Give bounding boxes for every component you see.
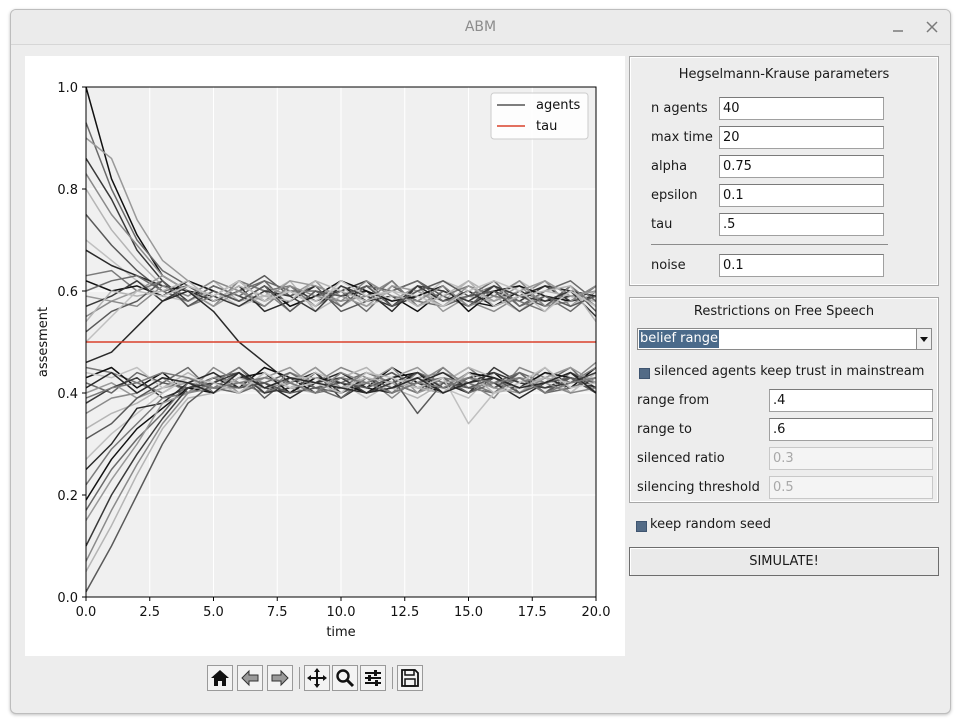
x-tick-label: 17.5	[518, 605, 547, 620]
agent-line	[85, 280, 597, 333]
x-tick-label: 5.0	[203, 605, 224, 620]
pan-button[interactable]	[304, 665, 330, 691]
plot-canvas[interactable]: 0.0 2.5 5.0 7.5 10.0 12.5 15.0 17.5 20.0 0.0 0.2 0…	[25, 56, 625, 656]
restrictions-panel: Restrictions on Free Speech belief range…	[629, 297, 939, 503]
legend-agents-label: agents	[536, 98, 581, 113]
agent-line	[85, 280, 597, 318]
trust-mainstream-label: silenced agents keep trust in mainstream	[654, 364, 925, 379]
x-tick-label: 0.0	[76, 605, 97, 620]
y-tick-label: 0.4	[57, 387, 78, 402]
x-tick-label: 15.0	[454, 605, 483, 620]
line-chart: 0.0 2.5 5.0 7.5 10.0 12.5 15.0 17.5 20.0 0.00.20…	[36, 81, 611, 640]
agent-line	[85, 274, 597, 308]
save-figure-button[interactable]	[397, 665, 423, 691]
plot-toolbar	[207, 665, 435, 693]
silenced-ratio-label: silenced ratio	[637, 451, 725, 466]
epsilon-label: epsilon	[651, 188, 698, 203]
agent-line	[85, 371, 597, 394]
tau-label: tau	[651, 217, 673, 232]
range-from-input[interactable]	[769, 389, 933, 412]
y-tick-label: 0.0	[57, 591, 78, 606]
parameters-separator	[651, 244, 888, 245]
home-icon	[211, 670, 229, 686]
alpha-input[interactable]	[719, 155, 884, 178]
minimize-icon	[893, 30, 903, 32]
x-tick-label: 2.5	[139, 605, 160, 620]
agent-line	[85, 376, 597, 593]
n-agents-label: n agents	[651, 101, 708, 116]
chevron-down-icon	[920, 337, 928, 342]
back-arrow-icon	[241, 669, 259, 687]
noise-label: noise	[651, 258, 686, 273]
range-to-input[interactable]	[769, 418, 933, 441]
agent-line	[85, 280, 597, 343]
range-from-label: range from	[637, 393, 710, 408]
max-time-input[interactable]	[719, 126, 884, 149]
app-window: ABM 0.0 2.5 5.0 7.5 10.0 12.5 15.0 17.5 20.0 0.0…	[10, 9, 951, 714]
forward-arrow-icon	[271, 669, 289, 687]
epsilon-input[interactable]	[719, 184, 884, 207]
keep-random-seed-checkbox[interactable]	[636, 521, 647, 532]
restriction-mode-dropdown[interactable]: belief range	[637, 328, 932, 350]
legend-tau-label: tau	[536, 119, 557, 134]
trust-mainstream-checkbox[interactable]	[639, 368, 650, 379]
pan-move-icon	[307, 668, 327, 688]
simulate-button[interactable]: SIMULATE!	[629, 547, 939, 576]
back-button[interactable]	[237, 665, 263, 691]
x-tick-label: 12.5	[390, 605, 419, 620]
agent-series	[85, 86, 597, 593]
agent-line	[85, 366, 597, 425]
n-agents-input[interactable]	[719, 97, 884, 120]
alpha-label: alpha	[651, 159, 688, 174]
y-axis-label: assesment	[36, 307, 51, 377]
close-button[interactable]	[921, 16, 943, 38]
agent-line	[85, 371, 597, 511]
x-ticks: 0.0 2.5 5.0 7.5 10.0 12.5 15.0 17.5 20.0	[76, 597, 611, 620]
x-axis-label: time	[326, 625, 355, 640]
restrictions-panel-title: Restrictions on Free Speech	[693, 304, 875, 319]
silencing-threshold-input	[769, 476, 933, 499]
zoom-button[interactable]	[332, 665, 358, 691]
silenced-ratio-input	[769, 447, 933, 470]
title-bar: ABM	[11, 10, 950, 45]
agent-line	[85, 280, 597, 323]
noise-input[interactable]	[719, 254, 884, 277]
silencing-threshold-label: silencing threshold	[637, 480, 760, 495]
hk-parameters-panel: Hegselmann-Krause parameters n agents ma…	[629, 56, 939, 286]
y-ticks: 0.0 0.2 0.4 0.6 0.8 1.0	[57, 81, 86, 606]
max-time-label: max time	[651, 130, 713, 145]
forward-button[interactable]	[267, 665, 293, 691]
range-to-label: range to	[637, 422, 692, 437]
x-tick-label: 20.0	[582, 605, 611, 620]
dropdown-arrow[interactable]	[916, 329, 931, 349]
hk-panel-title: Hegselmann-Krause parameters	[678, 67, 890, 82]
home-button[interactable]	[207, 665, 233, 691]
close-icon	[926, 21, 938, 33]
keep-random-seed-label: keep random seed	[650, 517, 772, 532]
agent-line	[85, 371, 597, 399]
save-floppy-icon	[401, 669, 419, 687]
x-tick-label: 10.0	[327, 605, 356, 620]
toolbar-separator	[299, 667, 300, 689]
configure-subplots-button[interactable]	[360, 665, 386, 691]
y-tick-label: 0.6	[57, 285, 78, 300]
minimize-button[interactable]	[887, 16, 909, 38]
window-title: ABM	[464, 19, 497, 35]
y-tick-label: 1.0	[57, 81, 78, 96]
legend: agents tau	[490, 92, 589, 140]
tau-input[interactable]	[719, 213, 884, 236]
y-tick-label: 0.8	[57, 183, 78, 198]
x-tick-label: 7.5	[267, 605, 288, 620]
y-tick-label: 0.2	[57, 489, 78, 504]
restriction-mode-value: belief range	[639, 330, 719, 348]
subplots-sliders-icon	[365, 670, 381, 686]
zoom-magnifier-icon	[336, 669, 355, 688]
toolbar-separator	[392, 667, 393, 689]
